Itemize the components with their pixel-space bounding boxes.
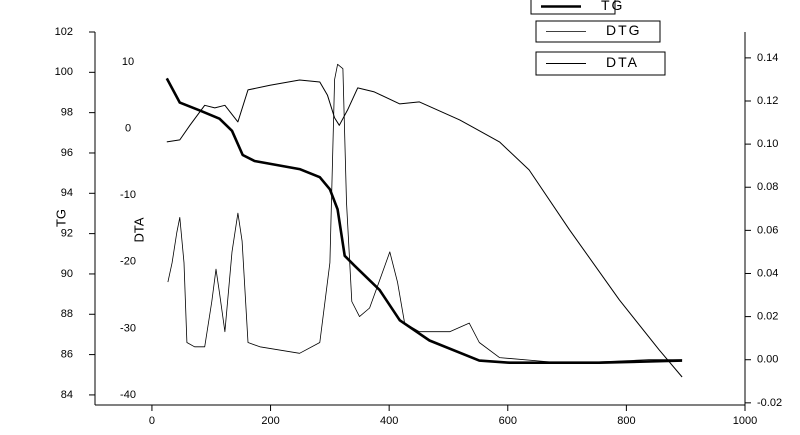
y3-tick-label: 0 [125,122,131,134]
y-tick-label: 96 [61,147,73,159]
y-tick-label: 92 [61,228,73,240]
series-line [165,77,683,364]
y-tick-label: 90 [61,268,73,280]
y3-tick-label: -10 [120,189,136,201]
y2-tick-label: 0.04 [757,267,778,279]
y-tick-label: 100 [55,66,73,78]
y3-tick-label: -20 [120,256,136,268]
y3-axis-label: DTA [131,217,146,242]
legend-label: TG [601,0,624,13]
y2-tick-label: 0.00 [757,354,778,366]
legend-label: DTG [606,22,642,38]
y2-tick-label: -0.02 [757,397,782,409]
y2-tick-label: 0.12 [757,95,778,107]
x-tick-label: 200 [261,415,279,427]
y3-tick-label: -40 [120,389,136,401]
series-line [166,79,683,378]
y2-tick-label: 0.02 [757,311,778,323]
x-tick-label: 800 [617,415,635,427]
y2-tick-label: 0.14 [757,52,778,64]
x-tick-label: 0 [149,415,155,427]
x-tick-label: 1000 [733,415,757,427]
y-tick-label: 102 [55,26,73,38]
legend-box [535,51,666,76]
legend-label: DTA [606,54,639,70]
y3-tick-label: 10 [122,56,134,68]
y2-tick-label: 0.06 [757,224,778,236]
y3-tick-label: -30 [120,322,136,334]
y2-tick-label: 0.10 [757,138,778,150]
y-tick-label: 98 [61,107,73,119]
y-tick-label: 94 [61,187,73,199]
series-line [167,63,683,363]
x-tick-label: 600 [499,415,517,427]
y-tick-label: 84 [61,389,73,401]
y-axis-label: TG [53,209,68,227]
y2-tick-label: 0.08 [757,181,778,193]
x-tick-label: 400 [380,415,398,427]
y-tick-label: 86 [61,349,73,361]
legend-box [535,20,661,43]
y-tick-label: 88 [61,308,73,320]
